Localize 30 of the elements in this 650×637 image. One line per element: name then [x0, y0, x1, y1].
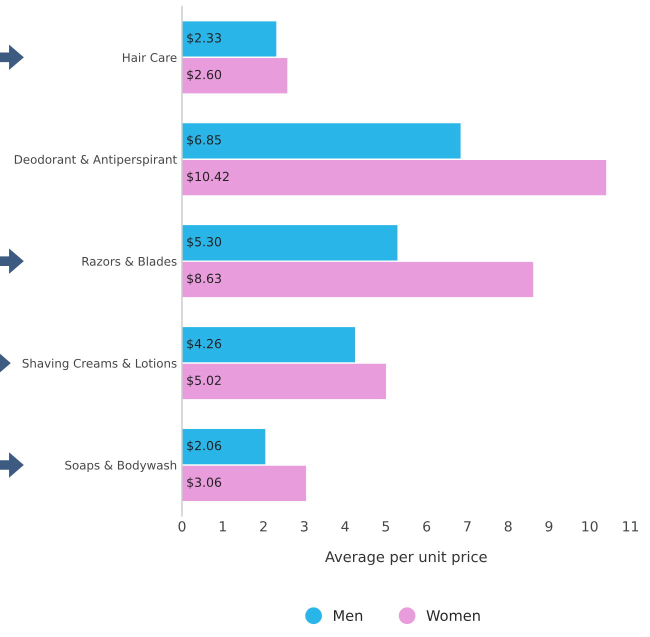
x-tick-label: 3	[300, 521, 308, 532]
data-label: $2.60	[187, 70, 222, 81]
y-tick-label: Razors & Blades	[82, 256, 177, 266]
x-tick-label: 4	[341, 521, 349, 532]
data-label: $3.06	[187, 477, 222, 489]
x-tick-label: 1	[220, 521, 226, 532]
data-label: $8.63	[187, 273, 221, 285]
y-tick-label: Deodorant & Antiperspirant	[14, 154, 177, 166]
y-tick-label: Hair Care	[122, 52, 177, 62]
x-tick-label: 2	[260, 521, 267, 532]
data-label: $5.02	[187, 375, 221, 387]
x-tick-label: 9	[545, 521, 552, 532]
x-tick-label: 5	[382, 521, 390, 532]
data-label: $2.33	[187, 32, 221, 44]
x-tick-label: 7	[464, 521, 471, 532]
data-label: $5.30	[187, 236, 222, 248]
y-tick-label: Shaving Creams & Lotions	[22, 358, 177, 370]
y-tick-label: Soaps & Bodywash	[65, 460, 176, 472]
data-label: $2.06	[187, 440, 222, 452]
x-tick-label: 0	[178, 521, 186, 532]
data-label: $6.85	[187, 134, 221, 146]
x-axis-title: Average per unit price	[325, 550, 487, 566]
data-label: $4.26	[187, 338, 222, 350]
x-tick-label: 6	[423, 521, 430, 532]
data-label: $10.42	[187, 172, 229, 183]
x-tick-label: 11	[623, 521, 638, 532]
x-tick-label: 10	[582, 521, 598, 532]
legend-label: Men	[334, 610, 362, 622]
x-tick-label: 8	[504, 521, 512, 532]
legend-label: Women	[426, 610, 480, 622]
